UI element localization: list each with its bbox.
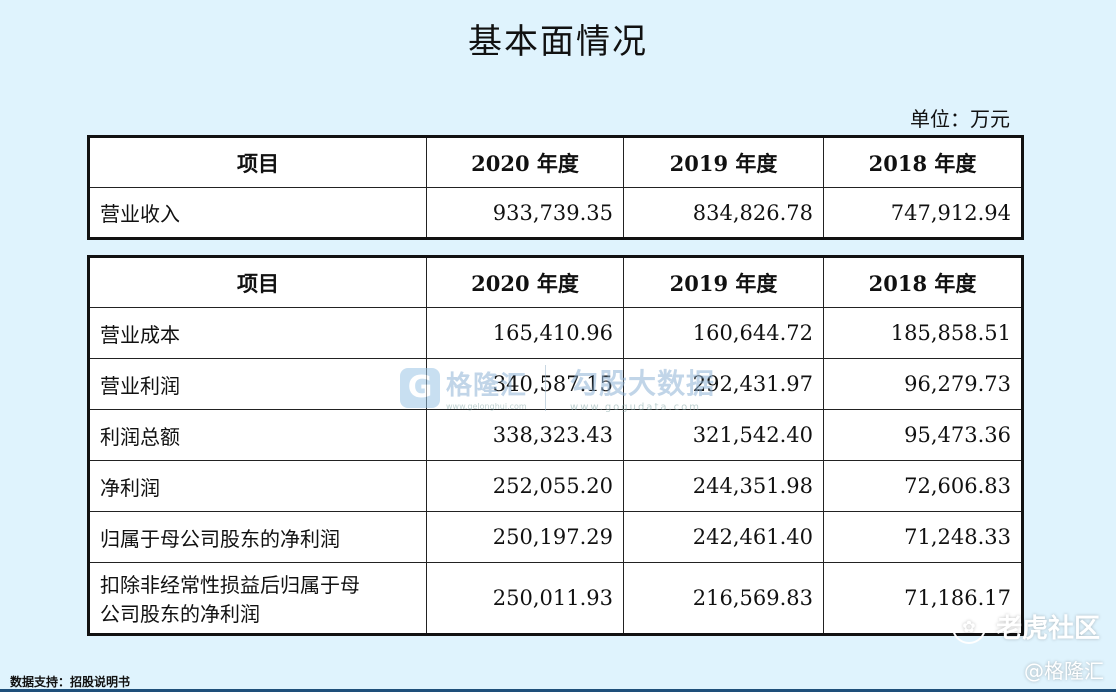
cell-2020: 250,011.93 [426, 562, 624, 635]
table-row: 利润总额 338,323.43 321,542.40 95,473.36 [88, 409, 1023, 461]
cell-2019: 834,826.78 [623, 187, 824, 239]
row-label: 营业成本 [88, 307, 427, 359]
source-note: 数据支持：招股说明书 [10, 675, 131, 689]
row-label-line: 公司股东的净利润 [100, 602, 260, 626]
tiger-community-watermark: ✿ 老虎社区 [951, 608, 1100, 645]
profit-table: 项目 2020 年度 2019 年度 2018 年度 营业成本 165,410.… [87, 255, 1024, 636]
column-header: 2018 年度 [823, 256, 1023, 308]
cell-2018: 71,248.33 [823, 511, 1023, 563]
paw-icon: ✿ [951, 609, 986, 644]
cell-2018: 747,912.94 [823, 187, 1023, 239]
column-header: 2020 年度 [426, 136, 624, 188]
column-header: 2018 年度 [823, 136, 1023, 188]
table-header-row: 项目 2020 年度 2019 年度 2018 年度 [88, 256, 1023, 308]
cell-2020: 933,739.35 [426, 187, 624, 239]
cell-2020: 165,410.96 [426, 307, 624, 359]
page-title: 基本面情况 [468, 22, 648, 62]
row-label: 归属于母公司股东的净利润 [88, 511, 427, 563]
cell-2019: 242,461.40 [623, 511, 824, 563]
cell-2020: 338,323.43 [426, 409, 624, 461]
unit-label: 单位：万元 [910, 107, 1010, 131]
cell-2020: 252,055.20 [426, 460, 624, 512]
table-row: 归属于母公司股东的净利润 250,197.29 242,461.40 71,24… [88, 511, 1023, 563]
table-row: 营业利润 340,587.15 292,431.97 96,279.73 [88, 358, 1023, 410]
row-label: 净利润 [88, 460, 427, 512]
cell-2018: 96,279.73 [823, 358, 1023, 410]
row-label: 营业收入 [88, 187, 427, 239]
column-header: 项目 [88, 136, 427, 188]
cell-2019: 216,569.83 [623, 562, 824, 635]
row-label: 营业利润 [88, 358, 427, 410]
cell-2019: 292,431.97 [623, 358, 824, 410]
column-header: 2020 年度 [426, 256, 624, 308]
cell-2018: 185,858.51 [823, 307, 1023, 359]
cell-2018: 71,186.17 [823, 562, 1023, 635]
cell-2020: 340,587.15 [426, 358, 624, 410]
table-row: 营业成本 165,410.96 160,644.72 185,858.51 [88, 307, 1023, 359]
cell-2020: 250,197.29 [426, 511, 624, 563]
row-label: 扣除非经常性损益后归属于母 公司股东的净利润 [88, 562, 427, 635]
row-label-line: 扣除非经常性损益后归属于母 [100, 573, 360, 597]
cell-2018: 72,606.83 [823, 460, 1023, 512]
table-header-row: 项目 2020 年度 2019 年度 2018 年度 [88, 136, 1023, 188]
column-header: 2019 年度 [623, 136, 824, 188]
cell-2019: 160,644.72 [623, 307, 824, 359]
revenue-table: 项目 2020 年度 2019 年度 2018 年度 营业收入 933,739.… [87, 135, 1024, 240]
column-header: 2019 年度 [623, 256, 824, 308]
cell-2019: 321,542.40 [623, 409, 824, 461]
cell-2019: 244,351.98 [623, 460, 824, 512]
table-row: 净利润 252,055.20 244,351.98 72,606.83 [88, 460, 1023, 512]
cell-2018: 95,473.36 [823, 409, 1023, 461]
tiger-community-text: 老虎社区 [995, 614, 1100, 644]
table-row: 扣除非经常性损益后归属于母 公司股东的净利润 250,011.93 216,56… [88, 562, 1023, 635]
table-row: 营业收入 933,739.35 834,826.78 747,912.94 [88, 187, 1023, 239]
row-label: 利润总额 [88, 409, 427, 461]
gelonghui-watermark: @格隆汇 [1024, 659, 1104, 683]
footer-divider [0, 689, 1116, 692]
column-header: 项目 [88, 256, 427, 308]
